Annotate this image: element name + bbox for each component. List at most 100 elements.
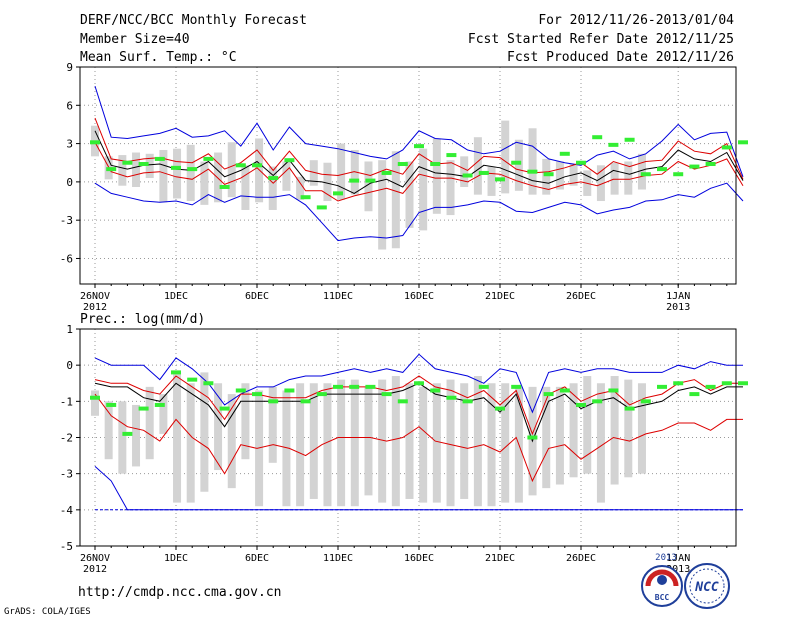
temp-marker-33 (624, 137, 635, 142)
prec-marker-31 (592, 399, 603, 404)
temp-box-37 (596, 165, 605, 202)
temp-box-24 (419, 148, 428, 231)
temp-box-40 (637, 153, 646, 190)
precipitation-lines (94, 353, 743, 511)
prec-marker-21 (430, 388, 441, 393)
temp-box-28 (473, 137, 482, 195)
prec-box-4 (145, 386, 154, 460)
prec-box-5 (159, 394, 168, 434)
prec-marker-27 (527, 435, 538, 440)
prec-box-3 (132, 404, 141, 467)
temp-xtick-label-1JAN: 1JAN (666, 291, 690, 302)
prec-box-7 (186, 383, 195, 503)
prec-box-10 (227, 394, 236, 489)
temp-marker-25 (495, 177, 505, 182)
temp-box-11 (241, 165, 250, 210)
prec-ytick-label--4: -4 (60, 504, 74, 517)
temp-mean-line (94, 130, 744, 194)
temp-box-32 (528, 128, 537, 195)
temp-box-27 (460, 156, 469, 187)
prec-box-36 (583, 376, 592, 474)
temp-xtick-label-26NOV: 26NOV (80, 291, 110, 302)
temp-ytick-label-0: 0 (66, 176, 73, 189)
prec-box-24 (419, 386, 428, 503)
prec-ytick-label-1: 1 (66, 323, 73, 336)
forecast-period-label: For 2012/11/26-2013/01/04 (538, 13, 734, 28)
temp-box-21 (378, 160, 387, 250)
prec-marker-38 (705, 384, 716, 389)
temp-marker-21 (430, 162, 441, 167)
prec-marker-15 (333, 384, 343, 389)
prec-marker-28 (543, 392, 554, 397)
ncc-logo-text: NCC (694, 580, 719, 595)
prec-box-38 (610, 376, 619, 485)
prec-box-14 (282, 390, 291, 507)
temp-marker-1 (106, 167, 117, 172)
temp-marker-6 (187, 167, 198, 172)
temp-xtick-label-26DEC: 26DEC (566, 291, 596, 302)
prec-box-27 (460, 383, 469, 499)
prec-marker-3 (138, 406, 149, 411)
temp-ytick-label-6: 6 (66, 99, 73, 112)
prec-marker-30 (576, 402, 586, 407)
temp-upper-line (94, 117, 744, 180)
temp-box-31 (514, 139, 523, 191)
temp-marker-5 (171, 165, 181, 170)
prec-box-15 (296, 383, 305, 507)
temp-marker-16 (349, 178, 360, 183)
prec-marker-25 (495, 406, 505, 411)
temp-marker-24 (478, 170, 489, 175)
prec-box-21 (378, 379, 387, 503)
temp-ytick-label--3: -3 (60, 214, 73, 227)
temp-box-22 (391, 151, 400, 249)
temp-marker-8 (219, 184, 230, 189)
temp-marker-32 (608, 142, 619, 147)
source-url-link[interactable]: http://cmdp.ncc.cma.gov.cn (78, 585, 282, 600)
prec-marker-10 (252, 392, 262, 397)
temp-xtick-label-6DEC: 6DEC (245, 291, 269, 302)
temp-ytick-label-3: 3 (66, 138, 73, 151)
temp-marker-28 (543, 172, 554, 177)
prec-marker-4 (154, 402, 165, 407)
prec-xtick-year-2013: 2013 (666, 564, 690, 575)
temp-marker-30 (576, 160, 586, 165)
produced-date-label: Fcst Produced Date 2012/11/26 (507, 50, 734, 65)
prec-xtick-label-16DEC: 16DEC (404, 553, 434, 564)
prec-box-20 (364, 386, 373, 496)
prec-marker-26 (511, 384, 522, 389)
ncc-logo: NCC (684, 563, 730, 609)
temp-marker-35 (657, 167, 667, 172)
temp-marker-23 (462, 173, 473, 178)
temp-marker-22 (446, 153, 457, 158)
temp-marker-20 (414, 144, 424, 149)
bcc-logo: BCC 2013 (641, 553, 683, 607)
prec-xtick-label-1JAN: 1JAN (666, 553, 690, 564)
prec-box-35 (569, 383, 578, 478)
prec-xtick-label-26DEC: 26DEC (566, 553, 596, 564)
prec-marker-11 (268, 399, 279, 404)
prec-marker-22 (446, 395, 457, 400)
prec-box-8 (200, 372, 209, 492)
temp-box-25 (432, 138, 441, 214)
bcc-logo-text: BCC (655, 593, 670, 602)
prec-box-19 (350, 379, 359, 507)
temp-box-9 (214, 152, 223, 203)
prec-ytick-label--1: -1 (60, 395, 73, 408)
temp-marker-4 (154, 156, 165, 161)
temp-marker-29 (559, 151, 570, 156)
prec-marker-18 (381, 392, 392, 397)
prec-xtick-label-6DEC: 6DEC (245, 553, 269, 564)
prec-box-28 (473, 376, 482, 507)
prec-marker-19 (397, 399, 408, 404)
temp-marker-0 (90, 140, 100, 145)
temp-box-17 (323, 162, 332, 202)
prec-box-13 (268, 386, 277, 463)
temp-box-13 (268, 166, 277, 210)
temp-marker-13 (300, 195, 311, 200)
prec-marker-0 (90, 395, 100, 400)
temp-box-39 (624, 161, 633, 195)
prec-ytick-label-0: 0 (66, 359, 73, 372)
prec-marker-14 (316, 392, 327, 397)
